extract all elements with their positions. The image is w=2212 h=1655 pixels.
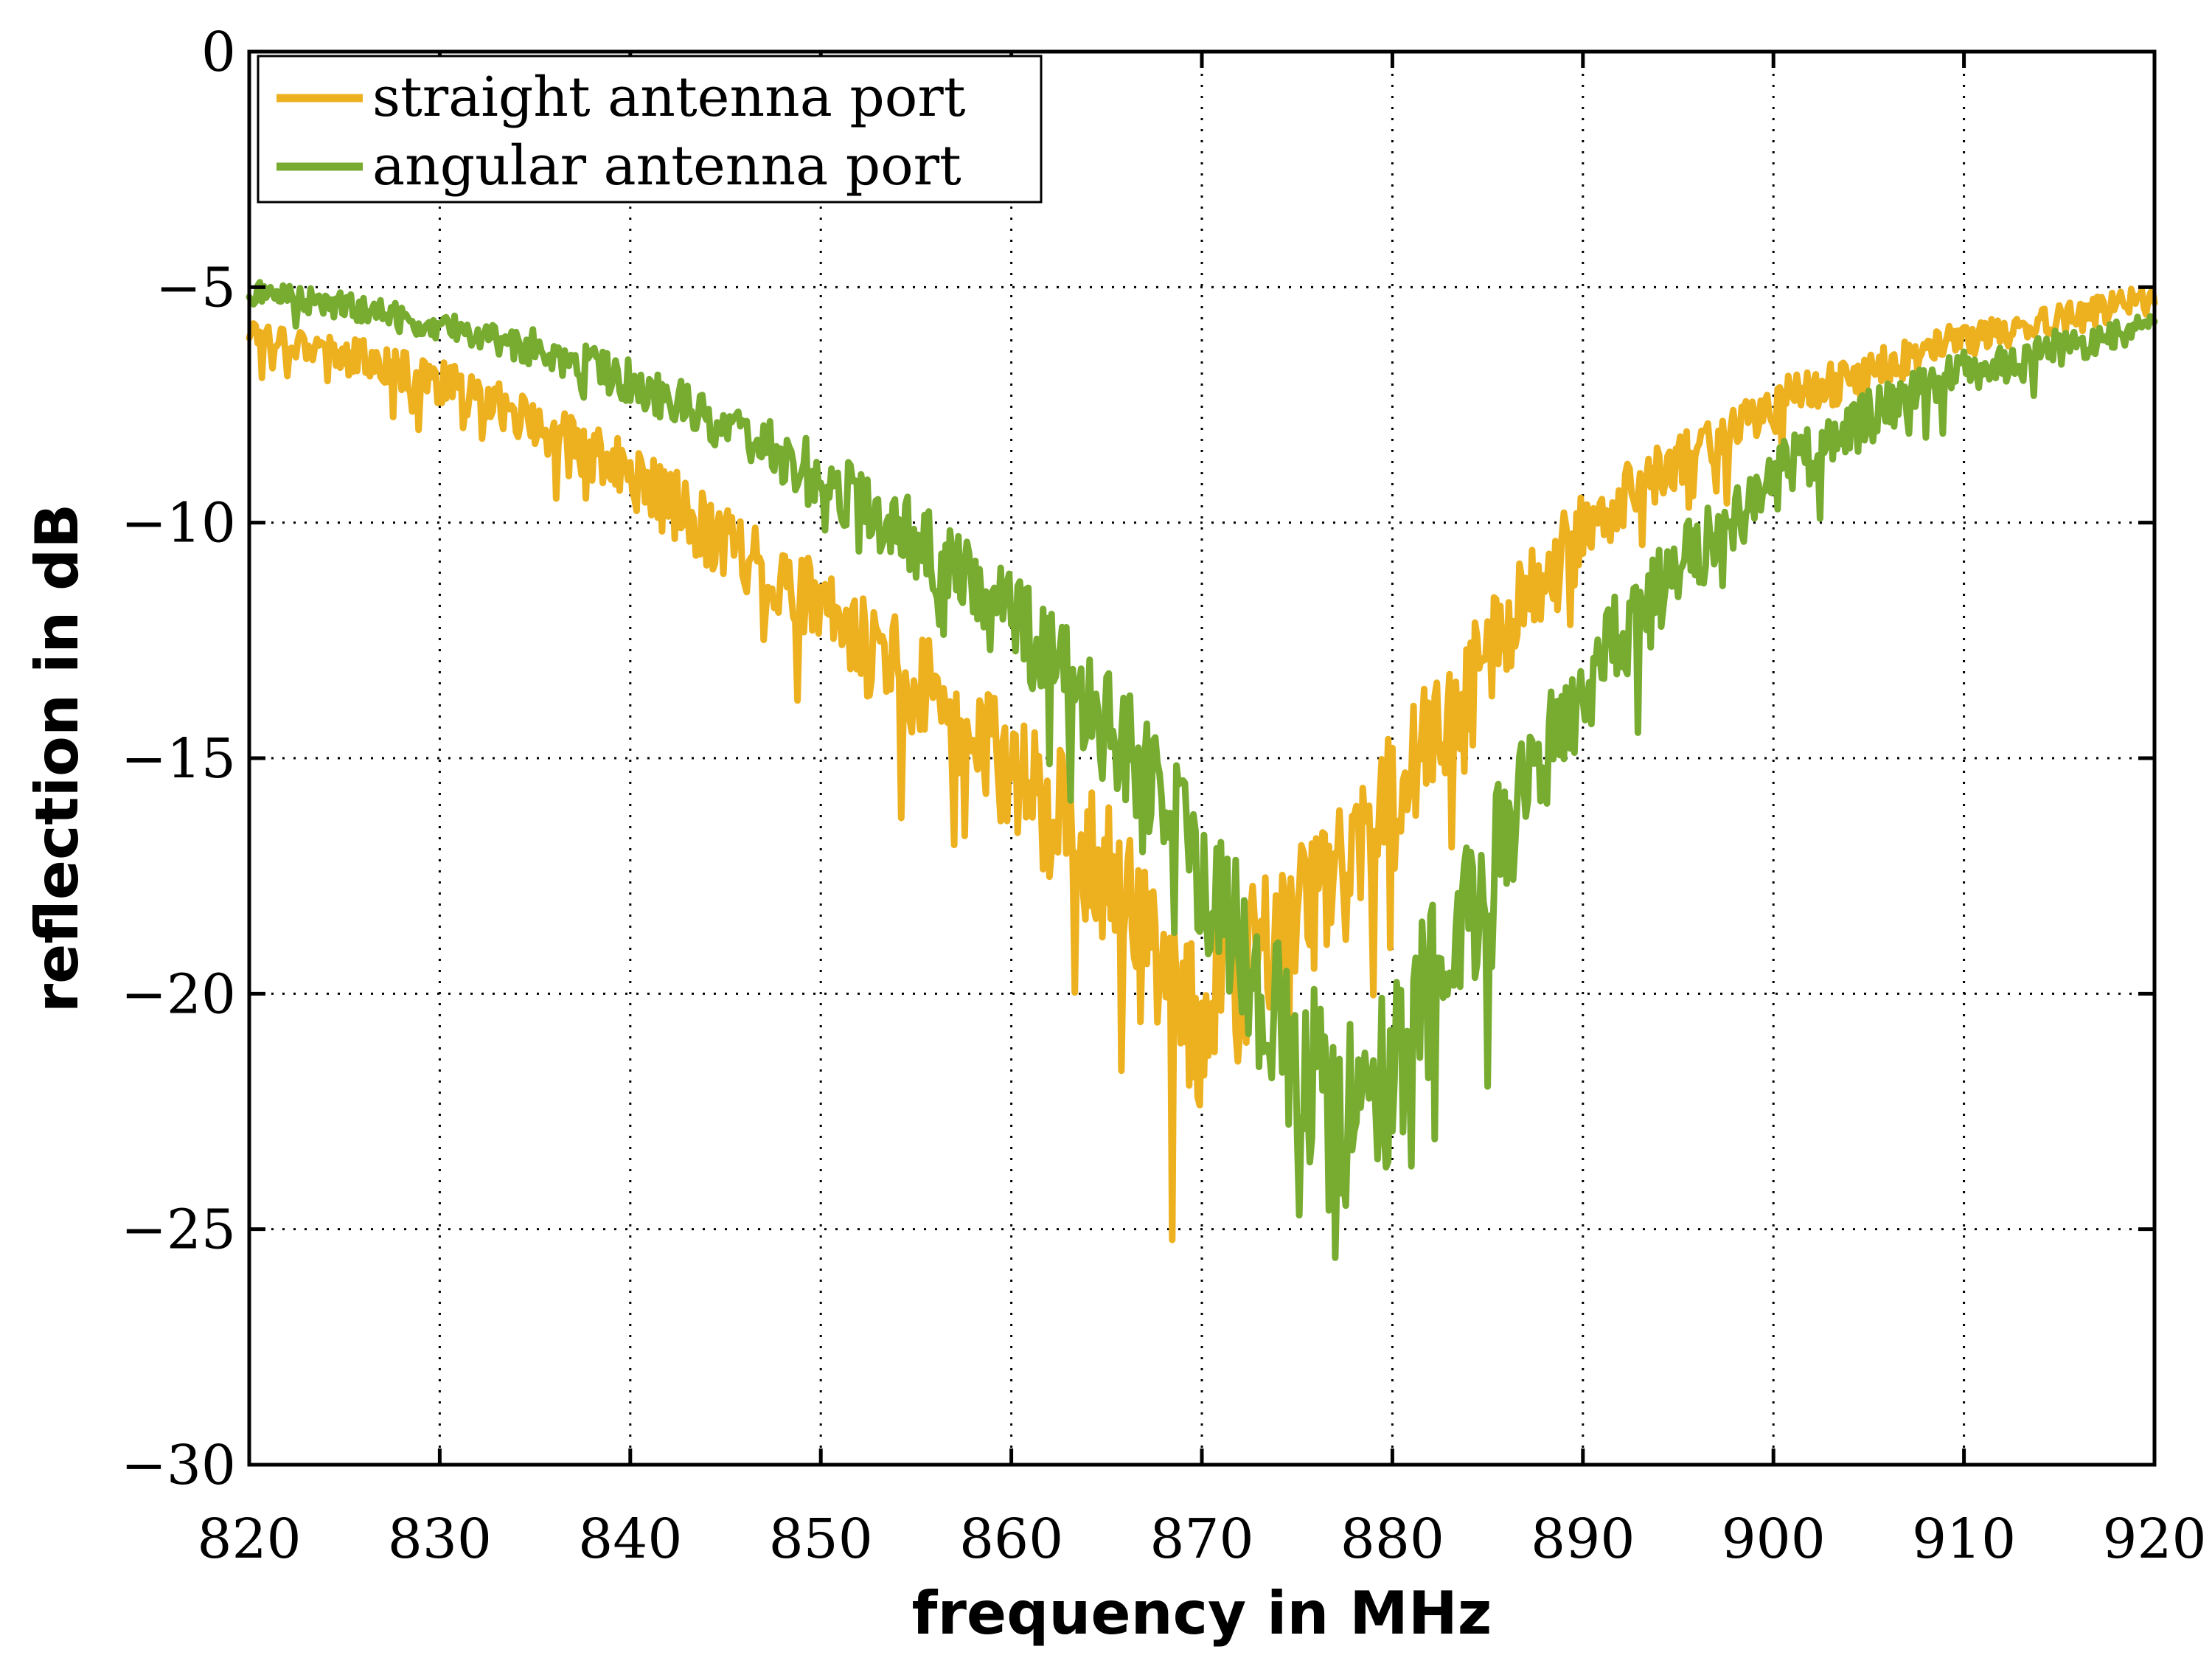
- y-tick-labels: 0 −5 −10 −15 −20 −25 −30: [121, 21, 236, 1497]
- series-line-straight: [246, 285, 2158, 1243]
- x-tick-label: 850: [769, 1507, 873, 1571]
- x-tick-label: 870: [1150, 1507, 1253, 1571]
- legend: straight antenna port angular antenna po…: [257, 55, 1043, 204]
- x-tick-labels: 820 830 840 850 860 870 880 890 900 910 920: [197, 1507, 2206, 1571]
- y-tick-label: −10: [121, 492, 236, 555]
- y-tick-label: 0: [201, 21, 236, 84]
- legend-label-angular: angular antenna port: [372, 134, 961, 198]
- y-tick-label: −30: [121, 1434, 236, 1497]
- y-tick-label: −25: [121, 1198, 236, 1262]
- series-group: [246, 279, 2158, 1261]
- legend-label-straight: straight antenna port: [372, 66, 966, 129]
- x-tick-label: 840: [578, 1507, 682, 1571]
- x-axis-title: frequency in MHz: [912, 1579, 1492, 1648]
- grid: [249, 52, 2154, 1465]
- y-tick-label: −20: [121, 962, 236, 1026]
- x-tick-label: 830: [388, 1507, 492, 1571]
- legend-box: [257, 55, 1043, 204]
- x-tick-label: 910: [1912, 1507, 2016, 1571]
- series-line-angular: [246, 279, 2158, 1261]
- x-tick-label: 860: [959, 1507, 1063, 1571]
- y-tick-label: −5: [156, 256, 236, 319]
- y-tick-label: −15: [121, 727, 236, 791]
- x-tick-label: 920: [2102, 1507, 2206, 1571]
- y-axis-title: reflection in dB: [23, 504, 91, 1013]
- x-tick-label: 900: [1722, 1507, 1826, 1571]
- x-tick-label: 890: [1531, 1507, 1635, 1571]
- x-tick-label: 880: [1340, 1507, 1444, 1571]
- x-tick-label: 820: [197, 1507, 301, 1571]
